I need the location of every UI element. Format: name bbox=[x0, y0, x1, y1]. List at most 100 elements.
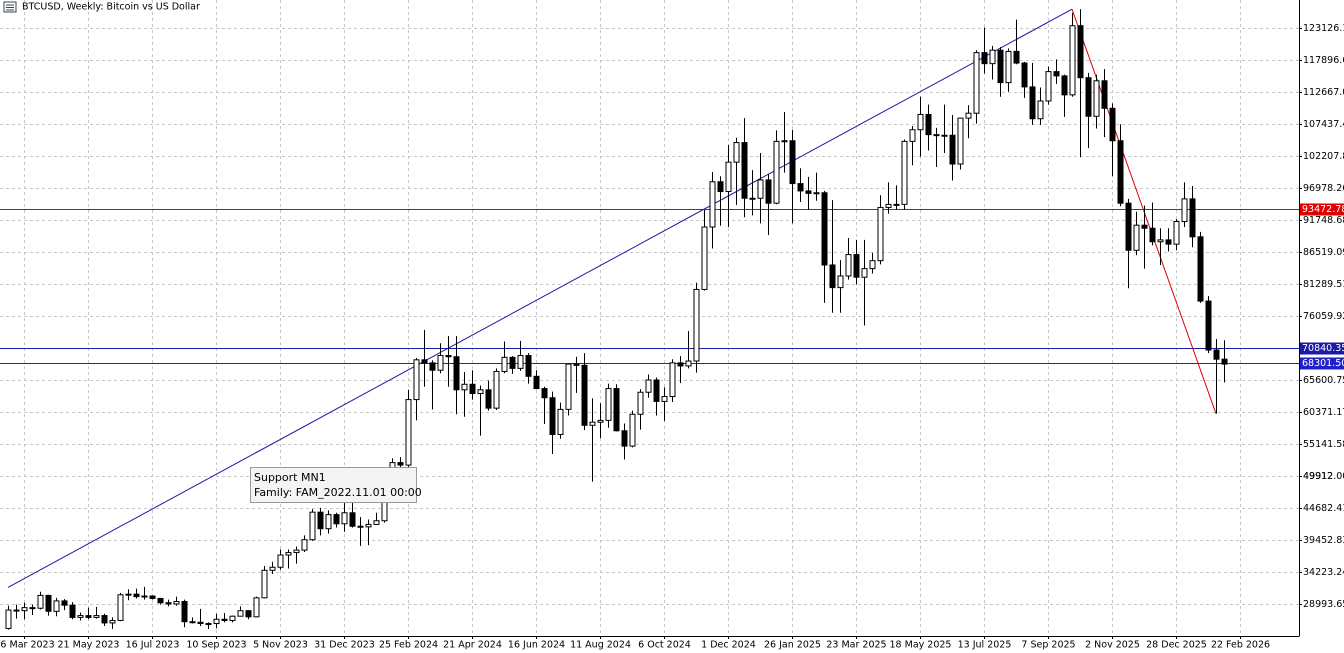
candle-body bbox=[677, 362, 684, 367]
candle-body bbox=[397, 462, 404, 466]
x-tick-label: 23 Mar 2025 bbox=[826, 640, 886, 651]
candle-body bbox=[1149, 227, 1156, 243]
y-tick-label: 107437.43 bbox=[1303, 119, 1344, 130]
candle-body bbox=[5, 609, 12, 629]
y-tick-label: 123126.19 bbox=[1303, 23, 1344, 34]
candle-body bbox=[813, 192, 820, 195]
candle-body bbox=[301, 539, 308, 551]
candle-body bbox=[173, 601, 180, 605]
candle-body bbox=[1133, 224, 1140, 251]
candle-body bbox=[1053, 71, 1060, 77]
candle-body bbox=[821, 192, 828, 266]
x-tick-label: 21 May 2023 bbox=[58, 640, 120, 651]
candle-body bbox=[197, 621, 204, 625]
candle-body bbox=[277, 554, 284, 568]
candle-body bbox=[573, 363, 580, 366]
candle-body bbox=[837, 275, 844, 289]
candle-body bbox=[733, 142, 740, 163]
candle-body bbox=[1029, 86, 1036, 120]
y-tick-label: 96978.26 bbox=[1303, 183, 1344, 194]
candle-body bbox=[1013, 50, 1020, 64]
candle-body bbox=[237, 610, 244, 617]
y-tick-label: 86519.09 bbox=[1303, 247, 1344, 258]
candle-body bbox=[749, 197, 756, 200]
candle-body bbox=[909, 129, 916, 142]
tooltip: Support MN1 Family: FAM_2022.11.01 00:00 bbox=[250, 467, 422, 503]
candle-body bbox=[1221, 358, 1228, 365]
candle-body bbox=[29, 607, 36, 610]
x-tick-label: 25 Feb 2024 bbox=[379, 640, 438, 651]
trend-line bbox=[7, 8, 1073, 588]
candle-body bbox=[973, 52, 980, 114]
x-tick-label: 16 Jun 2024 bbox=[508, 640, 565, 651]
candle-body bbox=[1197, 236, 1204, 302]
candle-body bbox=[557, 408, 564, 435]
candle-body bbox=[901, 140, 908, 205]
candle-body bbox=[477, 389, 484, 394]
candle-body bbox=[845, 254, 852, 277]
candle-body bbox=[541, 388, 548, 399]
candle-body bbox=[589, 421, 596, 426]
candle-body bbox=[157, 597, 164, 604]
candle-body bbox=[117, 594, 124, 621]
chart-title: BTCUSD, Weekly: Bitcoin vs US Dollar bbox=[22, 2, 200, 13]
candle-body bbox=[725, 161, 732, 193]
candle-body bbox=[893, 203, 900, 206]
candle-body bbox=[1045, 71, 1052, 102]
axes: 123126.19 117896.60 112667.02 107437.43 1022… bbox=[0, 23, 1344, 651]
candle-body bbox=[1101, 80, 1108, 109]
price-label-box bbox=[1300, 357, 1344, 370]
candle-body bbox=[205, 623, 212, 626]
candle-body bbox=[373, 520, 380, 525]
candle-body bbox=[429, 362, 436, 371]
candle-body bbox=[997, 49, 1004, 84]
candle-body bbox=[333, 514, 340, 525]
candle-body bbox=[861, 268, 868, 278]
candle-body bbox=[93, 615, 100, 618]
y-tick-label: 49912.00 bbox=[1303, 471, 1344, 482]
candle-body bbox=[805, 190, 812, 194]
candle-body bbox=[253, 597, 260, 618]
candle-body bbox=[469, 383, 476, 394]
candle-body bbox=[949, 134, 956, 165]
candle-body bbox=[365, 523, 372, 528]
candle-body bbox=[773, 140, 780, 204]
tooltip-line: Support MN1 bbox=[254, 471, 326, 484]
candle-body bbox=[341, 512, 348, 525]
candle-body bbox=[405, 399, 412, 466]
candle-body bbox=[549, 397, 556, 435]
candle-body bbox=[1005, 50, 1012, 84]
candle-body bbox=[1077, 25, 1084, 79]
y-tick-label: 49912 bbox=[1303, 471, 1333, 482]
candle-body bbox=[213, 618, 220, 625]
candle-body bbox=[261, 569, 268, 599]
x-tick-label: 18 May 2025 bbox=[890, 640, 952, 651]
candle-body bbox=[269, 566, 276, 571]
tooltip-line: Family: FAM_2022.11.01 00:00 bbox=[254, 486, 422, 499]
candle-body bbox=[797, 183, 804, 192]
candle-body bbox=[1141, 224, 1148, 229]
candle-body bbox=[637, 391, 644, 415]
x-tick-label: 26 Mar 2023 bbox=[0, 640, 55, 651]
plot-area bbox=[0, 8, 1299, 630]
candle-body bbox=[437, 355, 444, 371]
candle-body bbox=[597, 419, 604, 423]
candle-body bbox=[781, 140, 788, 143]
candle-body bbox=[285, 552, 292, 556]
candle-body bbox=[61, 600, 68, 606]
x-tick-label: 5 Nov 2023 bbox=[253, 640, 308, 651]
candle-body bbox=[717, 181, 724, 193]
x-tick-label: 22 Feb 2026 bbox=[1211, 640, 1270, 651]
candle-body bbox=[101, 615, 108, 624]
candle-body bbox=[693, 288, 700, 362]
y-tick-label: 76059.92 bbox=[1303, 311, 1344, 322]
candle-body bbox=[109, 619, 116, 624]
candle-body bbox=[1189, 198, 1196, 238]
candle-body bbox=[629, 413, 636, 447]
x-tick-label: 11 Aug 2024 bbox=[570, 640, 631, 651]
candle-body bbox=[1093, 80, 1100, 117]
candle-body bbox=[1021, 62, 1028, 88]
